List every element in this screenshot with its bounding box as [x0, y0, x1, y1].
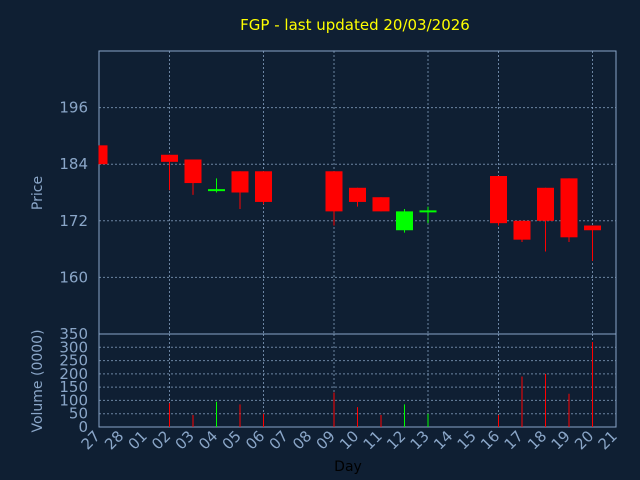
day-tick-label: 04 — [195, 427, 221, 453]
day-tick-label: 10 — [336, 427, 362, 453]
volume-tick-label: 150 — [59, 378, 88, 396]
day-tick-label: 08 — [289, 427, 315, 453]
candle-body — [184, 159, 202, 184]
day-tick-label: 11 — [360, 427, 386, 453]
day-tick-label: 28 — [101, 427, 127, 453]
candlestick-series — [98, 145, 601, 261]
candle-body — [396, 211, 413, 231]
volume-tick-label: 200 — [59, 365, 88, 383]
volume-series — [169, 341, 593, 427]
candle-body — [255, 171, 272, 202]
day-tick-label: 20 — [571, 427, 597, 453]
volume-tick-label: 350 — [59, 325, 88, 343]
volume-axis-label: Volume (0000) — [30, 329, 46, 432]
price-axis-ticks: 160 172 184 196 — [59, 99, 88, 287]
chart-title: FGP - last updated 20/03/2026 — [240, 16, 470, 34]
day-tick-label: 18 — [524, 427, 550, 453]
volume-tick-label: 50 — [69, 405, 88, 423]
day-tick-label: 05 — [219, 427, 245, 453]
day-tick-label: 02 — [148, 427, 174, 453]
day-tick-label: 09 — [313, 427, 339, 453]
candle-body — [349, 187, 366, 202]
price-axis-label: Price — [30, 176, 46, 210]
day-tick-label: 16 — [477, 427, 503, 453]
price-tick-label: 172 — [59, 212, 88, 230]
candle-body — [560, 178, 578, 238]
day-tick-label: 15 — [454, 427, 480, 453]
day-tick-label: 17 — [501, 427, 527, 453]
day-tick-label: 07 — [266, 427, 292, 453]
day-tick-label: 06 — [242, 427, 268, 453]
volume-tick-label: 100 — [59, 391, 88, 409]
candle-body — [325, 171, 343, 212]
candle-body — [161, 154, 178, 162]
price-tick-label: 184 — [59, 155, 88, 173]
volume-tick-label: 300 — [59, 338, 88, 356]
day-tick-label: 03 — [172, 427, 198, 453]
day-axis-label: Day — [334, 459, 362, 475]
candle-body — [537, 187, 554, 221]
volume-tick-label: 0 — [78, 418, 88, 436]
day-tick-label: 13 — [407, 427, 433, 453]
day-tick-label: 12 — [383, 427, 409, 453]
volume-tick-label: 250 — [59, 352, 88, 370]
candle-body — [584, 225, 601, 231]
day-tick-label: 21 — [595, 427, 621, 453]
candle-body — [231, 171, 249, 193]
day-tick-label: 19 — [548, 427, 574, 453]
price-tick-label: 160 — [59, 268, 88, 286]
candle-body — [490, 175, 507, 224]
candle-body — [513, 220, 531, 240]
candle-body — [99, 145, 108, 165]
day-axis-ticks: 2728010203040506070809101112131415161718… — [78, 427, 621, 453]
candle-body — [372, 197, 390, 212]
day-tick-label: 14 — [430, 427, 456, 453]
price-tick-label: 196 — [59, 99, 88, 117]
day-tick-label: 01 — [125, 427, 151, 453]
